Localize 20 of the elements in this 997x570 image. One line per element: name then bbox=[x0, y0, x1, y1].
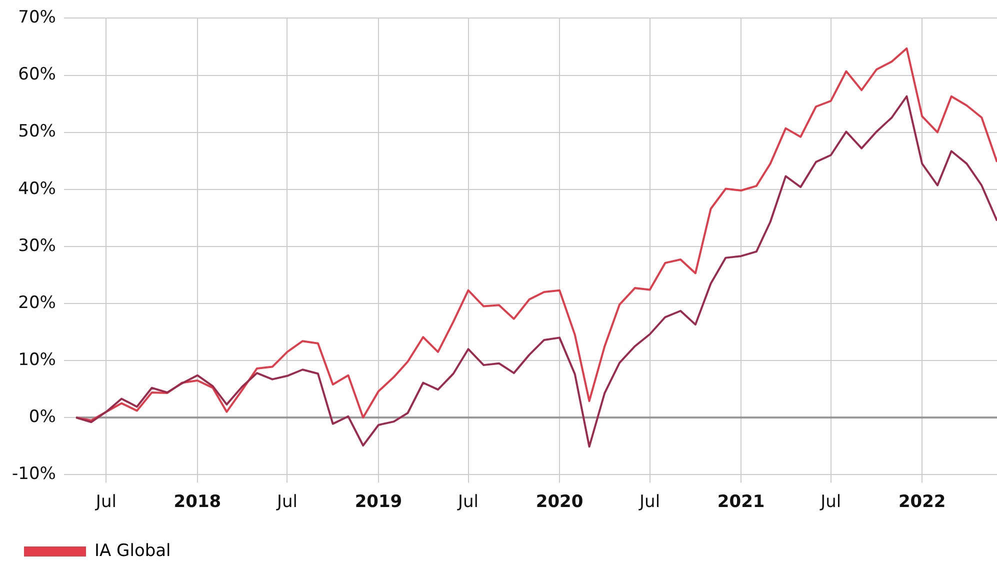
x-tick-label: 2018 bbox=[174, 492, 222, 512]
x-tick-label: 2021 bbox=[717, 492, 765, 512]
x-tick-label: 2020 bbox=[536, 492, 584, 512]
y-tick-label: 20% bbox=[18, 292, 56, 313]
y-tick-label: 10% bbox=[18, 350, 56, 370]
y-tick-label: -10% bbox=[12, 464, 56, 484]
y-tick-label: 40% bbox=[18, 178, 56, 199]
x-tick-label: 2022 bbox=[898, 492, 946, 512]
x-tick-label: 2019 bbox=[354, 492, 402, 512]
legend-label: IA Global bbox=[94, 540, 171, 561]
y-tick-label: 0% bbox=[28, 406, 56, 427]
x-tick-label: Jul bbox=[94, 492, 116, 512]
x-tick-label: Jul bbox=[276, 492, 298, 512]
x-tick-label: Jul bbox=[638, 492, 660, 512]
y-tick-label: 30% bbox=[18, 236, 56, 256]
y-tick-label: 50% bbox=[18, 122, 56, 142]
y-tick-label: 60% bbox=[18, 64, 56, 85]
y-tick-label: 70% bbox=[18, 8, 56, 28]
x-tick-label: Jul bbox=[457, 492, 479, 512]
x-tick-label: Jul bbox=[820, 492, 842, 512]
